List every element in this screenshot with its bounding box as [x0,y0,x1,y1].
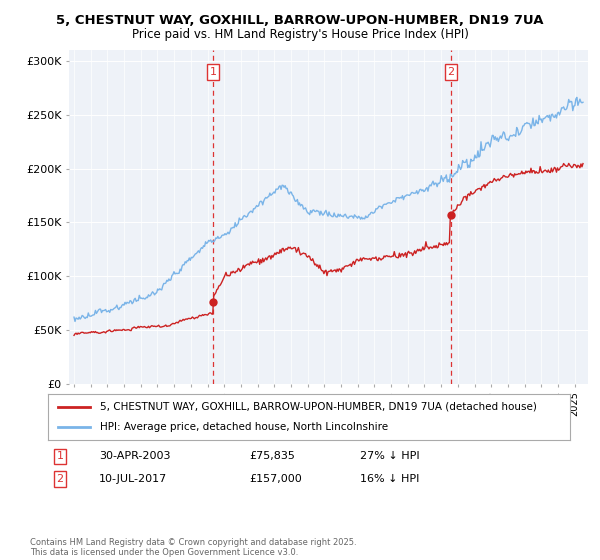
Text: 2: 2 [56,474,64,484]
Text: 5, CHESTNUT WAY, GOXHILL, BARROW-UPON-HUMBER, DN19 7UA (detached house): 5, CHESTNUT WAY, GOXHILL, BARROW-UPON-HU… [100,402,537,412]
Text: 1: 1 [209,67,217,77]
Text: Price paid vs. HM Land Registry's House Price Index (HPI): Price paid vs. HM Land Registry's House … [131,28,469,41]
Text: 10-JUL-2017: 10-JUL-2017 [99,474,167,484]
Text: 16% ↓ HPI: 16% ↓ HPI [360,474,419,484]
Text: HPI: Average price, detached house, North Lincolnshire: HPI: Average price, detached house, Nort… [100,422,388,432]
Text: 2: 2 [448,67,454,77]
Text: 30-APR-2003: 30-APR-2003 [99,451,170,461]
Text: 1: 1 [56,451,64,461]
Text: Contains HM Land Registry data © Crown copyright and database right 2025.
This d: Contains HM Land Registry data © Crown c… [30,538,356,557]
Text: 27% ↓ HPI: 27% ↓ HPI [360,451,419,461]
Text: £75,835: £75,835 [249,451,295,461]
Text: £157,000: £157,000 [249,474,302,484]
Text: 5, CHESTNUT WAY, GOXHILL, BARROW-UPON-HUMBER, DN19 7UA: 5, CHESTNUT WAY, GOXHILL, BARROW-UPON-HU… [56,14,544,27]
